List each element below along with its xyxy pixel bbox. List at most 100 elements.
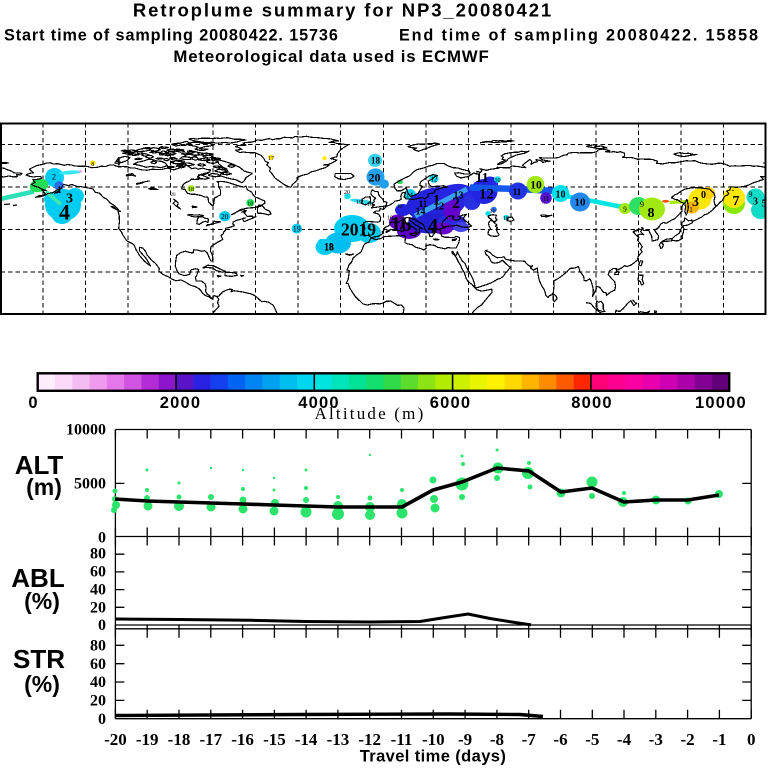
svg-text:STR: STR — [13, 644, 65, 674]
svg-text:10: 10 — [556, 190, 566, 201]
svg-text:11: 11 — [513, 187, 522, 197]
svg-text:9: 9 — [640, 200, 644, 209]
svg-text:10: 10 — [397, 205, 403, 210]
svg-text:40: 40 — [90, 581, 106, 598]
svg-text:1: 1 — [689, 206, 693, 214]
svg-text:-15: -15 — [263, 730, 286, 749]
svg-text:10: 10 — [399, 216, 405, 222]
svg-text:-9: -9 — [458, 730, 472, 749]
svg-text:10: 10 — [387, 216, 393, 222]
svg-text:Altitude (m): Altitude (m) — [315, 404, 426, 423]
svg-text:10000: 10000 — [695, 394, 747, 412]
svg-text:8000: 8000 — [571, 394, 613, 412]
svg-text:2000: 2000 — [160, 394, 202, 412]
svg-text:End time of sampling 20080422.: End time of sampling 20080422. 15858 — [399, 27, 760, 45]
svg-text:14: 14 — [406, 192, 414, 200]
svg-text:19: 19 — [293, 225, 301, 234]
svg-text:-18: -18 — [168, 730, 191, 749]
svg-text:10: 10 — [530, 180, 542, 192]
svg-text:20: 20 — [90, 599, 106, 616]
svg-text:0: 0 — [98, 711, 106, 728]
svg-text:-17: -17 — [199, 730, 222, 749]
svg-text:10: 10 — [247, 202, 253, 208]
svg-text:12: 12 — [431, 175, 439, 183]
svg-text:80: 80 — [90, 546, 106, 563]
svg-text:Travel time (days): Travel time (days) — [360, 748, 507, 766]
svg-text:0: 0 — [28, 394, 38, 412]
svg-text:4: 4 — [428, 214, 439, 238]
svg-text:-14: -14 — [295, 730, 318, 749]
svg-text:ALT: ALT — [15, 450, 64, 480]
svg-text:19: 19 — [356, 200, 362, 206]
svg-text:18: 18 — [503, 216, 509, 222]
svg-text:60: 60 — [90, 656, 106, 673]
svg-text:10: 10 — [575, 197, 587, 209]
svg-text:18: 18 — [371, 156, 381, 166]
svg-text:18: 18 — [324, 242, 334, 252]
svg-text:0: 0 — [747, 730, 756, 749]
svg-text:10: 10 — [490, 209, 496, 215]
svg-text:5000: 5000 — [74, 476, 106, 493]
svg-text:40: 40 — [90, 674, 106, 691]
svg-text:14: 14 — [416, 207, 426, 218]
svg-text:12: 12 — [479, 187, 494, 203]
svg-text:1: 1 — [433, 193, 441, 209]
svg-text:1: 1 — [57, 185, 62, 195]
svg-text:3: 3 — [692, 195, 699, 210]
svg-text:-20: -20 — [104, 730, 127, 749]
svg-text:20: 20 — [90, 693, 106, 710]
svg-text:4: 4 — [59, 200, 70, 225]
svg-text:9: 9 — [749, 190, 753, 199]
svg-text:-6: -6 — [553, 730, 567, 749]
svg-text:0: 0 — [98, 617, 106, 634]
svg-text:7: 7 — [733, 194, 740, 209]
svg-text:11: 11 — [475, 171, 488, 186]
svg-text:8: 8 — [91, 162, 94, 168]
svg-text:Retroplume summary for NP3_200: Retroplume summary for NP3_20080421 — [133, 0, 553, 21]
svg-text:12: 12 — [434, 202, 445, 213]
svg-text:-12: -12 — [358, 730, 381, 749]
svg-text:(%): (%) — [24, 588, 60, 614]
svg-text:-: - — [732, 186, 735, 195]
svg-text:-16: -16 — [231, 730, 254, 749]
svg-text:-5: -5 — [585, 730, 599, 749]
svg-text:18: 18 — [188, 187, 194, 193]
svg-text:(%): (%) — [24, 671, 60, 697]
svg-text:13: 13 — [454, 191, 464, 202]
svg-text:2: 2 — [52, 173, 56, 182]
svg-text:16: 16 — [391, 212, 412, 236]
svg-text:20: 20 — [369, 171, 381, 185]
svg-text:3: 3 — [753, 197, 758, 208]
svg-text:-8: -8 — [490, 730, 504, 749]
svg-text:5: 5 — [762, 199, 767, 210]
svg-text:11: 11 — [543, 195, 550, 203]
svg-text:-7: -7 — [522, 730, 537, 749]
svg-text:10: 10 — [495, 178, 501, 184]
svg-text:-13: -13 — [327, 730, 350, 749]
svg-text:80: 80 — [90, 638, 106, 655]
svg-text:(m): (m) — [26, 474, 62, 500]
svg-text:20: 20 — [344, 190, 350, 196]
svg-text:ABL: ABL — [11, 563, 65, 593]
svg-text:Start time of sampling 2008042: Start time of sampling 20080422. 15736 — [4, 27, 339, 45]
svg-text:9: 9 — [623, 206, 627, 214]
svg-text:10000: 10000 — [66, 421, 106, 438]
svg-text:-11: -11 — [391, 730, 413, 749]
svg-text:11: 11 — [419, 200, 428, 210]
svg-text:0: 0 — [98, 529, 106, 546]
svg-text:18: 18 — [367, 202, 373, 208]
svg-text:0: 0 — [701, 190, 706, 201]
svg-text:-10: -10 — [422, 730, 445, 749]
svg-text:18: 18 — [324, 243, 334, 254]
svg-text:2: 2 — [452, 195, 460, 212]
svg-text:20: 20 — [221, 212, 229, 221]
svg-text:-19: -19 — [136, 730, 159, 749]
svg-text:2019: 2019 — [341, 220, 376, 240]
svg-text:-2: -2 — [681, 730, 695, 749]
svg-text:8: 8 — [648, 206, 655, 221]
svg-text:60: 60 — [90, 564, 106, 581]
svg-text:3: 3 — [66, 192, 73, 207]
svg-text:17: 17 — [268, 156, 274, 162]
svg-text:4000: 4000 — [298, 394, 340, 412]
svg-text:20: 20 — [171, 193, 177, 198]
